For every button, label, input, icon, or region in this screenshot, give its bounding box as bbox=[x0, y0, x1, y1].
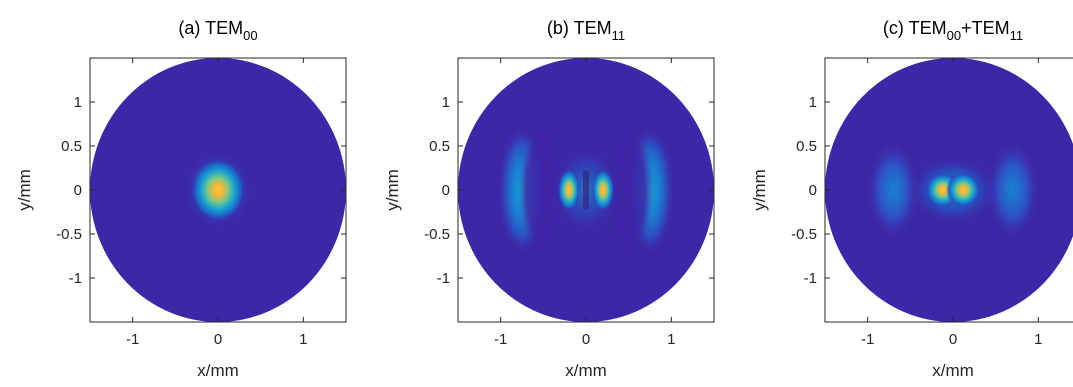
x-tick-label: 0 bbox=[214, 331, 222, 348]
y-tick-label: -1 bbox=[69, 270, 82, 287]
x-tick-label: -1 bbox=[861, 331, 874, 348]
y-tick-label: 0.5 bbox=[796, 138, 817, 155]
intensity-peak bbox=[190, 158, 246, 222]
heatmap-area bbox=[458, 58, 714, 322]
y-axis-label: y/mm bbox=[15, 169, 34, 211]
nodal-line bbox=[583, 170, 589, 210]
y-axis-label: y/mm bbox=[383, 169, 402, 211]
x-tick-label: 1 bbox=[667, 331, 675, 348]
y-tick-label: -0.5 bbox=[791, 226, 817, 243]
intensity-peak bbox=[557, 168, 581, 212]
y-tick-label: 1 bbox=[74, 94, 82, 111]
y-tick-label: 0 bbox=[809, 182, 817, 199]
y-tick-label: 1 bbox=[809, 94, 817, 111]
x-tick-label: 1 bbox=[299, 331, 307, 348]
y-tick-label: -0.5 bbox=[56, 226, 82, 243]
x-tick-label: 0 bbox=[582, 331, 590, 348]
y-tick-label: 0.5 bbox=[429, 138, 450, 155]
x-tick-label: 0 bbox=[949, 331, 957, 348]
y-tick-label: 0 bbox=[442, 182, 450, 199]
panel-3: -1 0 1 1 0.5 0 -0.5 -1 x/mm y/mm (c) TEM00+TEM11 bbox=[750, 18, 1073, 380]
y-axis-label: y/mm bbox=[750, 169, 769, 211]
intensity-peak bbox=[591, 168, 615, 212]
y-tick-label: 1 bbox=[442, 94, 450, 111]
x-axis-label: x/mm bbox=[197, 361, 239, 380]
outer-lobe bbox=[987, 141, 1039, 239]
y-tick-label: 0 bbox=[74, 182, 82, 199]
y-tick-label: 0.5 bbox=[61, 138, 82, 155]
chart-title: (a) TEM00 bbox=[178, 18, 257, 43]
outer-lobe bbox=[619, 126, 673, 254]
y-tick-label: -0.5 bbox=[424, 226, 450, 243]
x-axis-label: x/mm bbox=[565, 361, 607, 380]
panels: -1 0 1 1 0.5 0 -0.5 -1 x/mm y/mm (a) TEM00 -1 0 1 1 0.5… bbox=[15, 18, 1073, 380]
y-tick-label: -1 bbox=[437, 270, 450, 287]
heatmap-area bbox=[825, 58, 1073, 322]
y-tick-label: -1 bbox=[804, 270, 817, 287]
chart-title: (b) TEM11 bbox=[547, 18, 625, 43]
outer-lobe bbox=[867, 141, 919, 239]
panel-1: -1 0 1 1 0.5 0 -0.5 -1 x/mm y/mm (a) TEM00 bbox=[15, 18, 347, 380]
chart-title: (c) TEM00+TEM11 bbox=[883, 18, 1023, 43]
outer-lobe bbox=[499, 126, 553, 254]
x-axis-label: x/mm bbox=[932, 361, 974, 380]
x-tick-label: -1 bbox=[494, 331, 507, 348]
panel-2: -1 0 1 1 0.5 0 -0.5 -1 x/mm y/mm (b) TEM11 bbox=[383, 18, 715, 380]
intensity-peak bbox=[946, 172, 981, 208]
x-tick-label: 1 bbox=[1034, 331, 1042, 348]
heatmap-area bbox=[90, 58, 346, 322]
x-tick-label: -1 bbox=[126, 331, 139, 348]
